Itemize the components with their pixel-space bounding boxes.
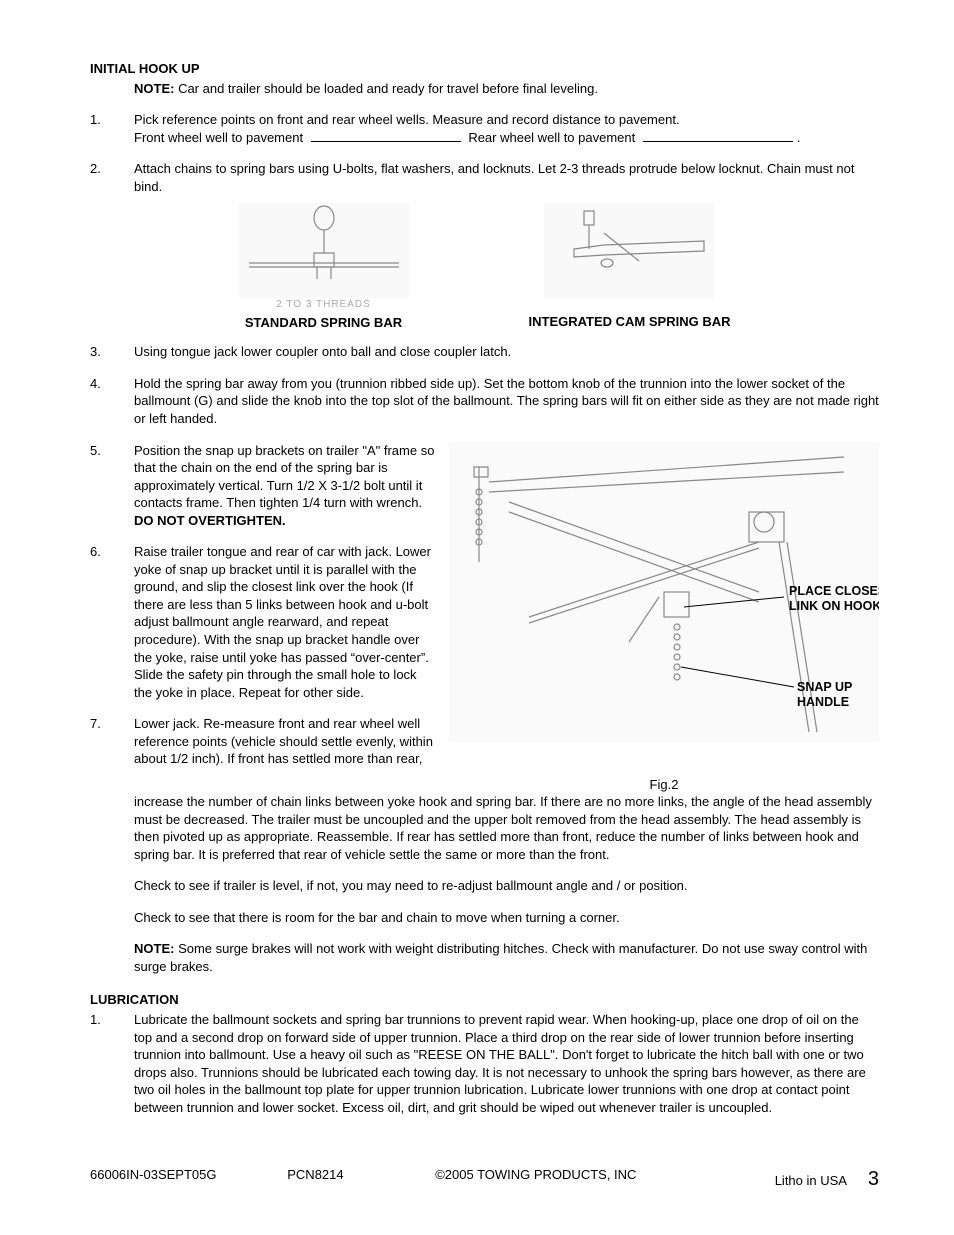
step-4-body: Hold the spring bar away from you (trunn… xyxy=(134,375,879,428)
step-3-body: Using tongue jack lower coupler onto bal… xyxy=(134,343,879,361)
page-footer: 66006IN-03SEPT05G PCN8214 ©2005 TOWING P… xyxy=(90,1166,879,1193)
figure-2-caption: Fig.2 xyxy=(449,776,879,794)
figure-integrated-cam: INTEGRATED CAM SPRING BAR xyxy=(529,203,731,331)
step-1-body: Pick reference points on front and rear … xyxy=(134,111,879,146)
rear-blank xyxy=(643,141,793,142)
figure-row-1: 2 TO 3 THREADS STANDARD SPRING BAR INTEG… xyxy=(90,203,879,331)
lube-step-1-number: 1. xyxy=(90,1011,134,1116)
rear-label: Rear wheel well to pavement xyxy=(465,130,639,145)
step-1: 1. Pick reference points on front and re… xyxy=(90,111,879,146)
figure-standard-label: STANDARD SPRING BAR xyxy=(239,314,409,332)
step-7-text-d: Check to see that there is room for the … xyxy=(134,909,879,927)
step-7: 7. Lower jack. Re-measure front and rear… xyxy=(90,715,437,768)
footer-litho: Litho in USA xyxy=(775,1173,847,1188)
page-number: 3 xyxy=(868,1168,879,1190)
step-7-text-a: Lower jack. Re-measure front and rear wh… xyxy=(134,716,433,766)
figure-integrated-label: INTEGRATED CAM SPRING BAR xyxy=(529,313,731,331)
step-5: 5. Position the snap up brackets on trai… xyxy=(90,442,437,530)
step-6-number: 6. xyxy=(90,543,134,701)
figure-standard-spring-bar: 2 TO 3 THREADS STANDARD SPRING BAR xyxy=(239,203,409,331)
step-7-continued: increase the number of chain links betwe… xyxy=(90,793,879,975)
step-1-number: 1. xyxy=(90,111,134,146)
line-period: . xyxy=(797,130,801,145)
front-label: Front wheel well to pavement xyxy=(134,130,307,145)
footer-copyright: ©2005 TOWING PRODUCTS, INC xyxy=(435,1166,731,1193)
section-lubrication-title: LUBRICATION xyxy=(90,991,879,1009)
step-5-warn: DO NOT OVERTIGHTEN. xyxy=(134,513,286,528)
step-7-body: Lower jack. Re-measure front and rear wh… xyxy=(134,715,437,768)
step-5-text: Position the snap up brackets on trailer… xyxy=(134,443,434,511)
lube-step-1-body: Lubricate the ballmount sockets and spri… xyxy=(134,1011,879,1116)
front-blank xyxy=(311,141,461,142)
lube-step-1: 1. Lubricate the ballmount sockets and s… xyxy=(90,1011,879,1116)
step-7-text-b: increase the number of chain links betwe… xyxy=(134,793,879,863)
step-4: 4. Hold the spring bar away from you (tr… xyxy=(90,375,879,428)
section-initial-hook-up-title: INITIAL HOOK UP xyxy=(90,60,879,78)
footer-right: Litho in USA 3 xyxy=(731,1166,879,1193)
step-1-line1: Pick reference points on front and rear … xyxy=(134,111,879,129)
footer-pcn: PCN8214 xyxy=(287,1166,435,1193)
step-2-body: Attach chains to spring bars using U-bol… xyxy=(134,160,879,195)
step-7-number: 7. xyxy=(90,715,134,768)
note-label: NOTE: xyxy=(134,81,174,96)
step-6: 6. Raise trailer tongue and rear of car … xyxy=(90,543,437,701)
step-1-line2: Front wheel well to pavement Rear wheel … xyxy=(134,129,879,147)
step-3: 3. Using tongue jack lower coupler onto … xyxy=(90,343,879,361)
wrap-section: PLACE CLOSEST LINK ON HOOK SNAP UP HANDL… xyxy=(90,442,879,794)
figure-integrated-img xyxy=(544,203,714,298)
note-line: NOTE: Car and trailer should be loaded a… xyxy=(90,80,879,98)
step-3-number: 3. xyxy=(90,343,134,361)
step-7-note-text: Some surge brakes will not work with wei… xyxy=(134,941,867,974)
figure-standard-subcaption: 2 TO 3 THREADS xyxy=(239,298,409,312)
callout-snap-up-handle: SNAP UP HANDLE xyxy=(797,680,879,711)
step-6-body: Raise trailer tongue and rear of car wit… xyxy=(134,543,437,701)
step-4-number: 4. xyxy=(90,375,134,428)
step-5-number: 5. xyxy=(90,442,134,530)
page-root: INITIAL HOOK UP NOTE: Car and trailer sh… xyxy=(0,0,954,1235)
figure-standard-img xyxy=(239,203,409,298)
figure-2-box: PLACE CLOSEST LINK ON HOOK SNAP UP HANDL… xyxy=(449,442,879,772)
callout-place-closest-link: PLACE CLOSEST LINK ON HOOK xyxy=(789,584,879,615)
step-7-note: NOTE: Some surge brakes will not work wi… xyxy=(134,940,879,975)
step-5-body: Position the snap up brackets on trailer… xyxy=(134,442,437,530)
footer-docid: 66006IN-03SEPT05G xyxy=(90,1166,287,1193)
figure-2-container: PLACE CLOSEST LINK ON HOOK SNAP UP HANDL… xyxy=(449,442,879,794)
step-2-number: 2. xyxy=(90,160,134,195)
step-7-note-label: NOTE: xyxy=(134,941,174,956)
step-2: 2. Attach chains to spring bars using U-… xyxy=(90,160,879,195)
step-7-text-c: Check to see if trailer is level, if not… xyxy=(134,877,879,895)
note-text: Car and trailer should be loaded and rea… xyxy=(174,81,597,96)
